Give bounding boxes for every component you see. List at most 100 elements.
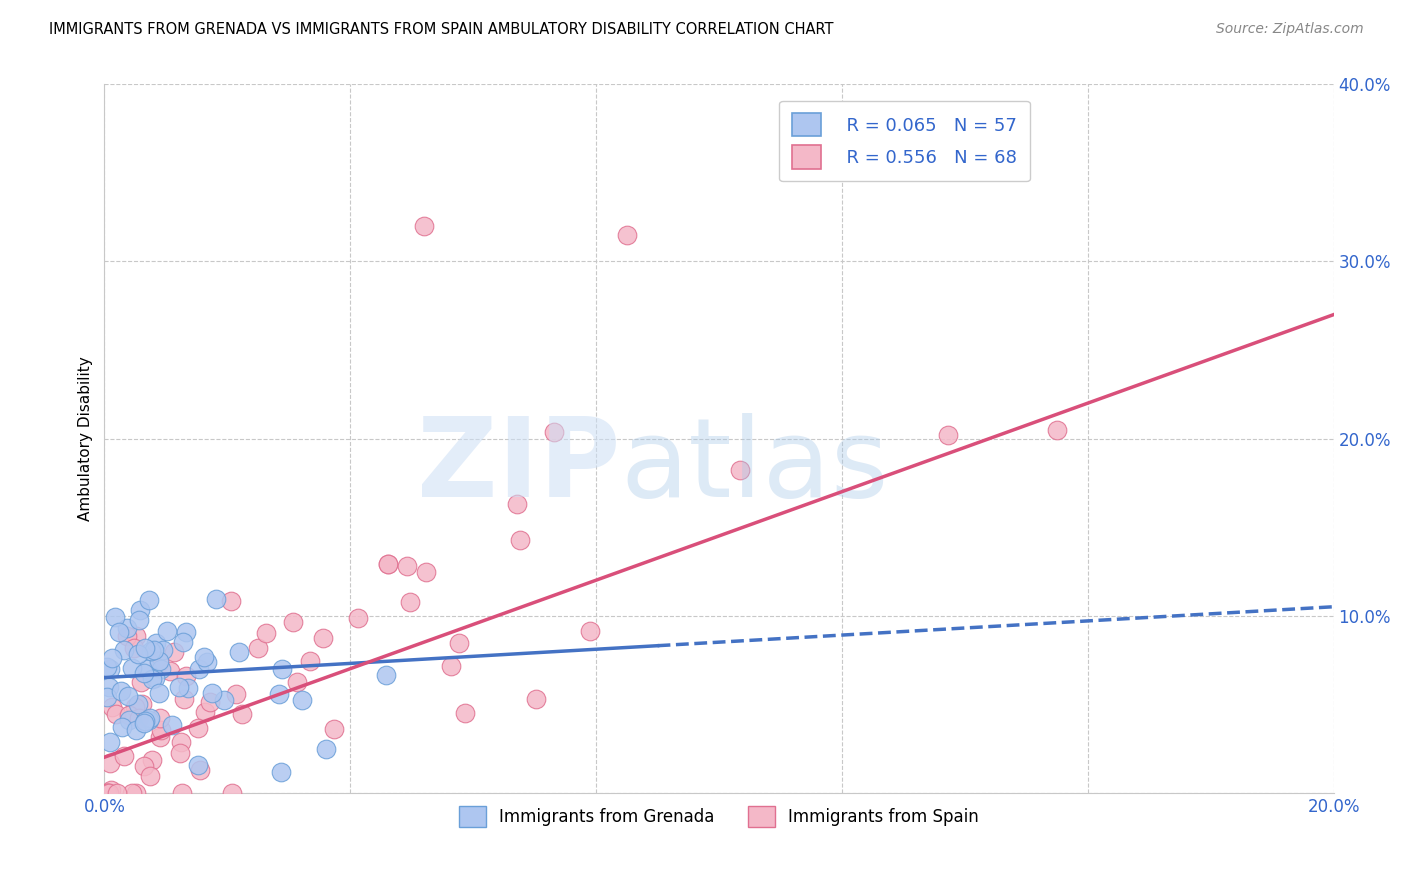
Point	[105, 786, 128, 800]
Point	[98, 735, 121, 749]
Point	[543, 425, 565, 439]
Point	[149, 711, 172, 725]
Point	[194, 705, 217, 719]
Point	[138, 593, 160, 607]
Point	[110, 684, 132, 698]
Point	[96, 690, 118, 705]
Point	[112, 749, 135, 764]
Point	[143, 643, 166, 657]
Point	[219, 593, 242, 607]
Point	[112, 643, 135, 657]
Point	[134, 714, 156, 728]
Point	[159, 664, 181, 678]
Point	[121, 661, 143, 675]
Point	[173, 692, 195, 706]
Point	[221, 786, 243, 800]
Point	[132, 715, 155, 730]
Point	[128, 647, 150, 661]
Point	[115, 628, 138, 642]
Point	[377, 557, 399, 571]
Point	[121, 786, 143, 800]
Point	[509, 533, 531, 548]
Point	[163, 645, 186, 659]
Point	[198, 695, 221, 709]
Point	[187, 722, 209, 736]
Point	[117, 689, 139, 703]
Point	[169, 746, 191, 760]
Legend: Immigrants from Grenada, Immigrants from Spain: Immigrants from Grenada, Immigrants from…	[453, 799, 986, 834]
Point	[160, 718, 183, 732]
Point	[193, 650, 215, 665]
Point	[136, 662, 159, 676]
Point	[139, 644, 162, 658]
Point	[145, 636, 167, 650]
Point	[96, 659, 118, 673]
Point	[141, 753, 163, 767]
Point	[413, 219, 436, 233]
Point	[100, 651, 122, 665]
Point	[125, 723, 148, 737]
Point	[399, 595, 422, 609]
Point	[195, 655, 218, 669]
Point	[291, 692, 314, 706]
Point	[98, 662, 121, 676]
Point	[936, 428, 959, 442]
Point	[374, 668, 396, 682]
Point	[98, 680, 121, 694]
Point	[97, 786, 120, 800]
Text: ZIP: ZIP	[418, 413, 620, 520]
Point	[728, 463, 751, 477]
Point	[187, 758, 209, 772]
Point	[134, 759, 156, 773]
Point	[205, 592, 228, 607]
Point	[104, 610, 127, 624]
Point	[127, 698, 149, 712]
Point	[177, 681, 200, 695]
Point	[225, 687, 247, 701]
Text: Source: ZipAtlas.com: Source: ZipAtlas.com	[1216, 22, 1364, 37]
Point	[228, 645, 250, 659]
Point	[128, 603, 150, 617]
Point	[138, 711, 160, 725]
Point	[281, 615, 304, 630]
Point	[132, 665, 155, 680]
Point	[188, 662, 211, 676]
Point	[148, 730, 170, 744]
Point	[439, 658, 461, 673]
Point	[98, 756, 121, 770]
Point	[298, 654, 321, 668]
Point	[214, 693, 236, 707]
Point	[141, 673, 163, 687]
Point	[104, 706, 127, 721]
Point	[396, 559, 419, 574]
Point	[415, 566, 437, 580]
Point	[312, 631, 335, 645]
Point	[148, 657, 170, 671]
Point	[150, 723, 173, 737]
Point	[148, 685, 170, 699]
Y-axis label: Ambulatory Disability: Ambulatory Disability	[79, 356, 93, 521]
Point	[101, 699, 124, 714]
Point	[139, 769, 162, 783]
Point	[156, 624, 179, 638]
Point	[128, 711, 150, 725]
Point	[453, 706, 475, 721]
Point	[131, 697, 153, 711]
Point	[96, 786, 118, 800]
Point	[108, 624, 131, 639]
Point	[170, 786, 193, 800]
Point	[134, 641, 156, 656]
Point	[145, 672, 167, 686]
Point	[118, 713, 141, 727]
Point	[270, 765, 292, 780]
Point	[377, 557, 399, 571]
Point	[174, 669, 197, 683]
Point	[269, 687, 291, 701]
Text: IMMIGRANTS FROM GRENADA VS IMMIGRANTS FROM SPAIN AMBULATORY DISABILITY CORRELATI: IMMIGRANTS FROM GRENADA VS IMMIGRANTS FR…	[49, 22, 834, 37]
Point	[124, 641, 146, 656]
Point	[174, 625, 197, 640]
Point	[188, 763, 211, 777]
Point	[347, 611, 370, 625]
Point	[254, 626, 277, 640]
Point	[96, 786, 118, 800]
